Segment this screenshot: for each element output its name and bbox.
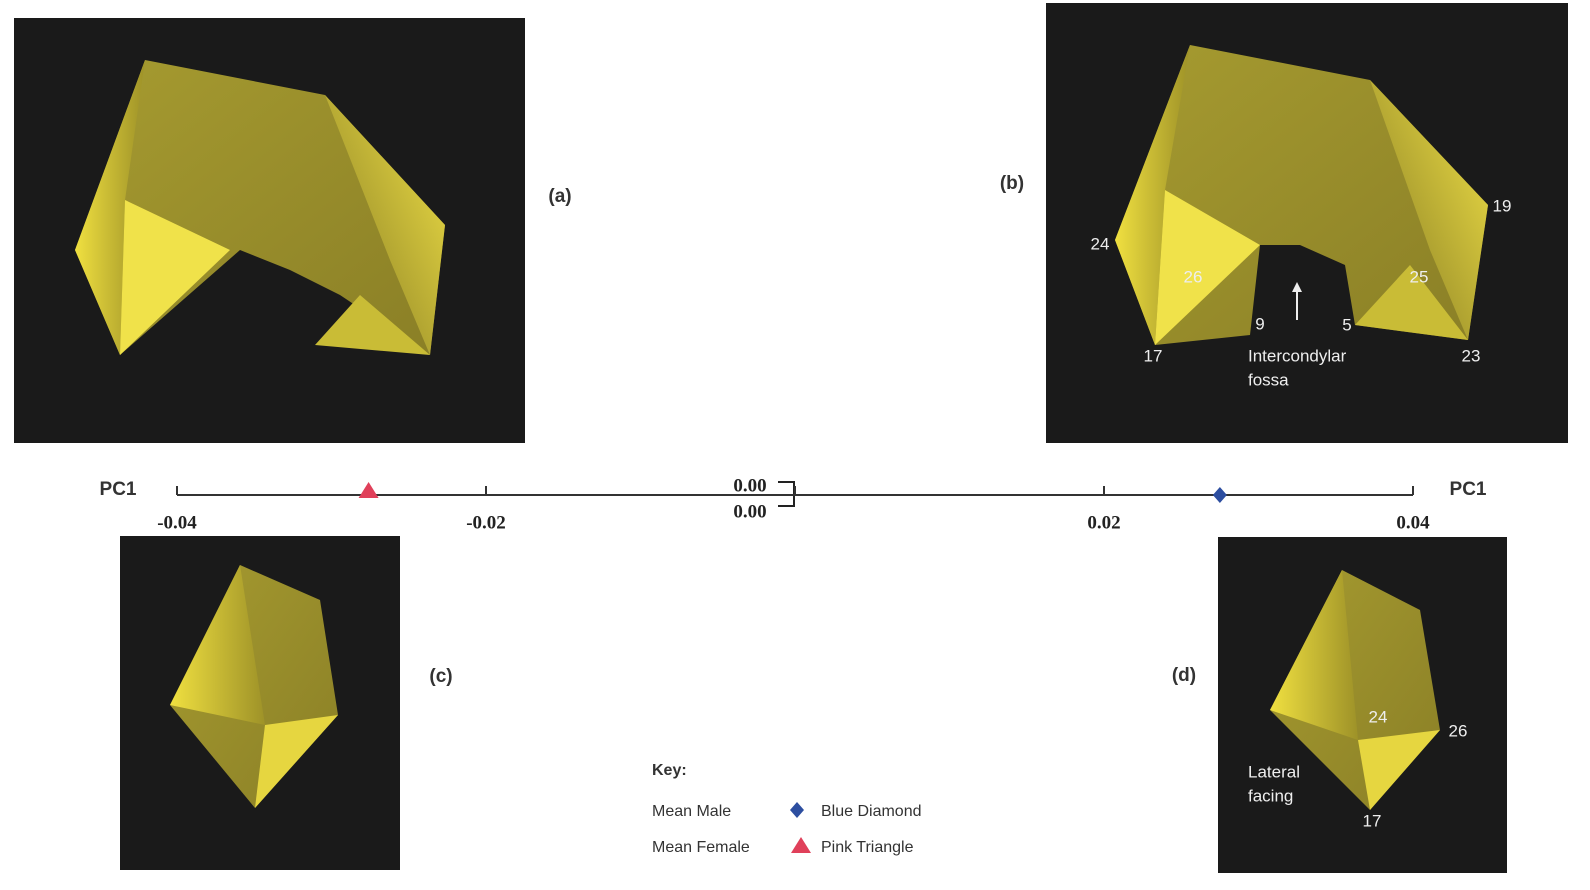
zero-label: 0.00: [733, 501, 766, 522]
panel-annotation: 5: [1342, 315, 1351, 334]
x-tick-label: 0.02: [1087, 512, 1120, 533]
panel-annotation: fossa: [1248, 370, 1289, 389]
panel-annotation: 17: [1363, 811, 1382, 830]
panel-annotation: Lateral: [1248, 762, 1300, 781]
point: [1212, 487, 1227, 503]
legend-swatch: [791, 837, 811, 853]
panel-annotation: 17: [1144, 346, 1163, 365]
axis-label: PC1: [100, 479, 137, 500]
panel-annotation: 9: [1255, 314, 1264, 333]
panel-annotation: 19: [1493, 196, 1512, 215]
panel-annotation: 24: [1091, 234, 1110, 253]
panel-a-render: [14, 18, 525, 443]
legend-marker: Pink Triangle: [821, 839, 914, 856]
panel-annotation: 26: [1449, 721, 1468, 740]
x-tick-label: 0.04: [1396, 512, 1430, 533]
x-tick-label: 0.00: [733, 475, 766, 496]
panel-b-render: [1046, 3, 1568, 443]
panel-label: (d): [1172, 665, 1196, 686]
axis-label: PC1: [1450, 479, 1487, 500]
panel-annotation: Intercondylar: [1248, 346, 1347, 365]
legend-swatch: [790, 802, 804, 818]
x-tick-label: -0.02: [466, 512, 506, 533]
legend-title: Key:: [652, 762, 687, 779]
panel-annotation: facing: [1248, 786, 1293, 805]
legend-marker: Blue Diamond: [821, 803, 922, 820]
panel-annotation: 25: [1410, 267, 1429, 286]
panel-d-render: [1218, 537, 1507, 873]
legend-name: Mean Female: [652, 839, 750, 856]
point: [358, 482, 379, 498]
x-tick-label: -0.04: [157, 512, 197, 533]
legend-name: Mean Male: [652, 803, 731, 820]
panel-annotation: 26: [1184, 267, 1203, 286]
panel-annotation: 23: [1462, 346, 1481, 365]
panel-c-render: [120, 536, 400, 870]
panel-label: (a): [548, 186, 571, 207]
panel-label: (c): [429, 666, 452, 687]
panel-label: (b): [1000, 173, 1024, 194]
panel-annotation: 24: [1369, 707, 1388, 726]
